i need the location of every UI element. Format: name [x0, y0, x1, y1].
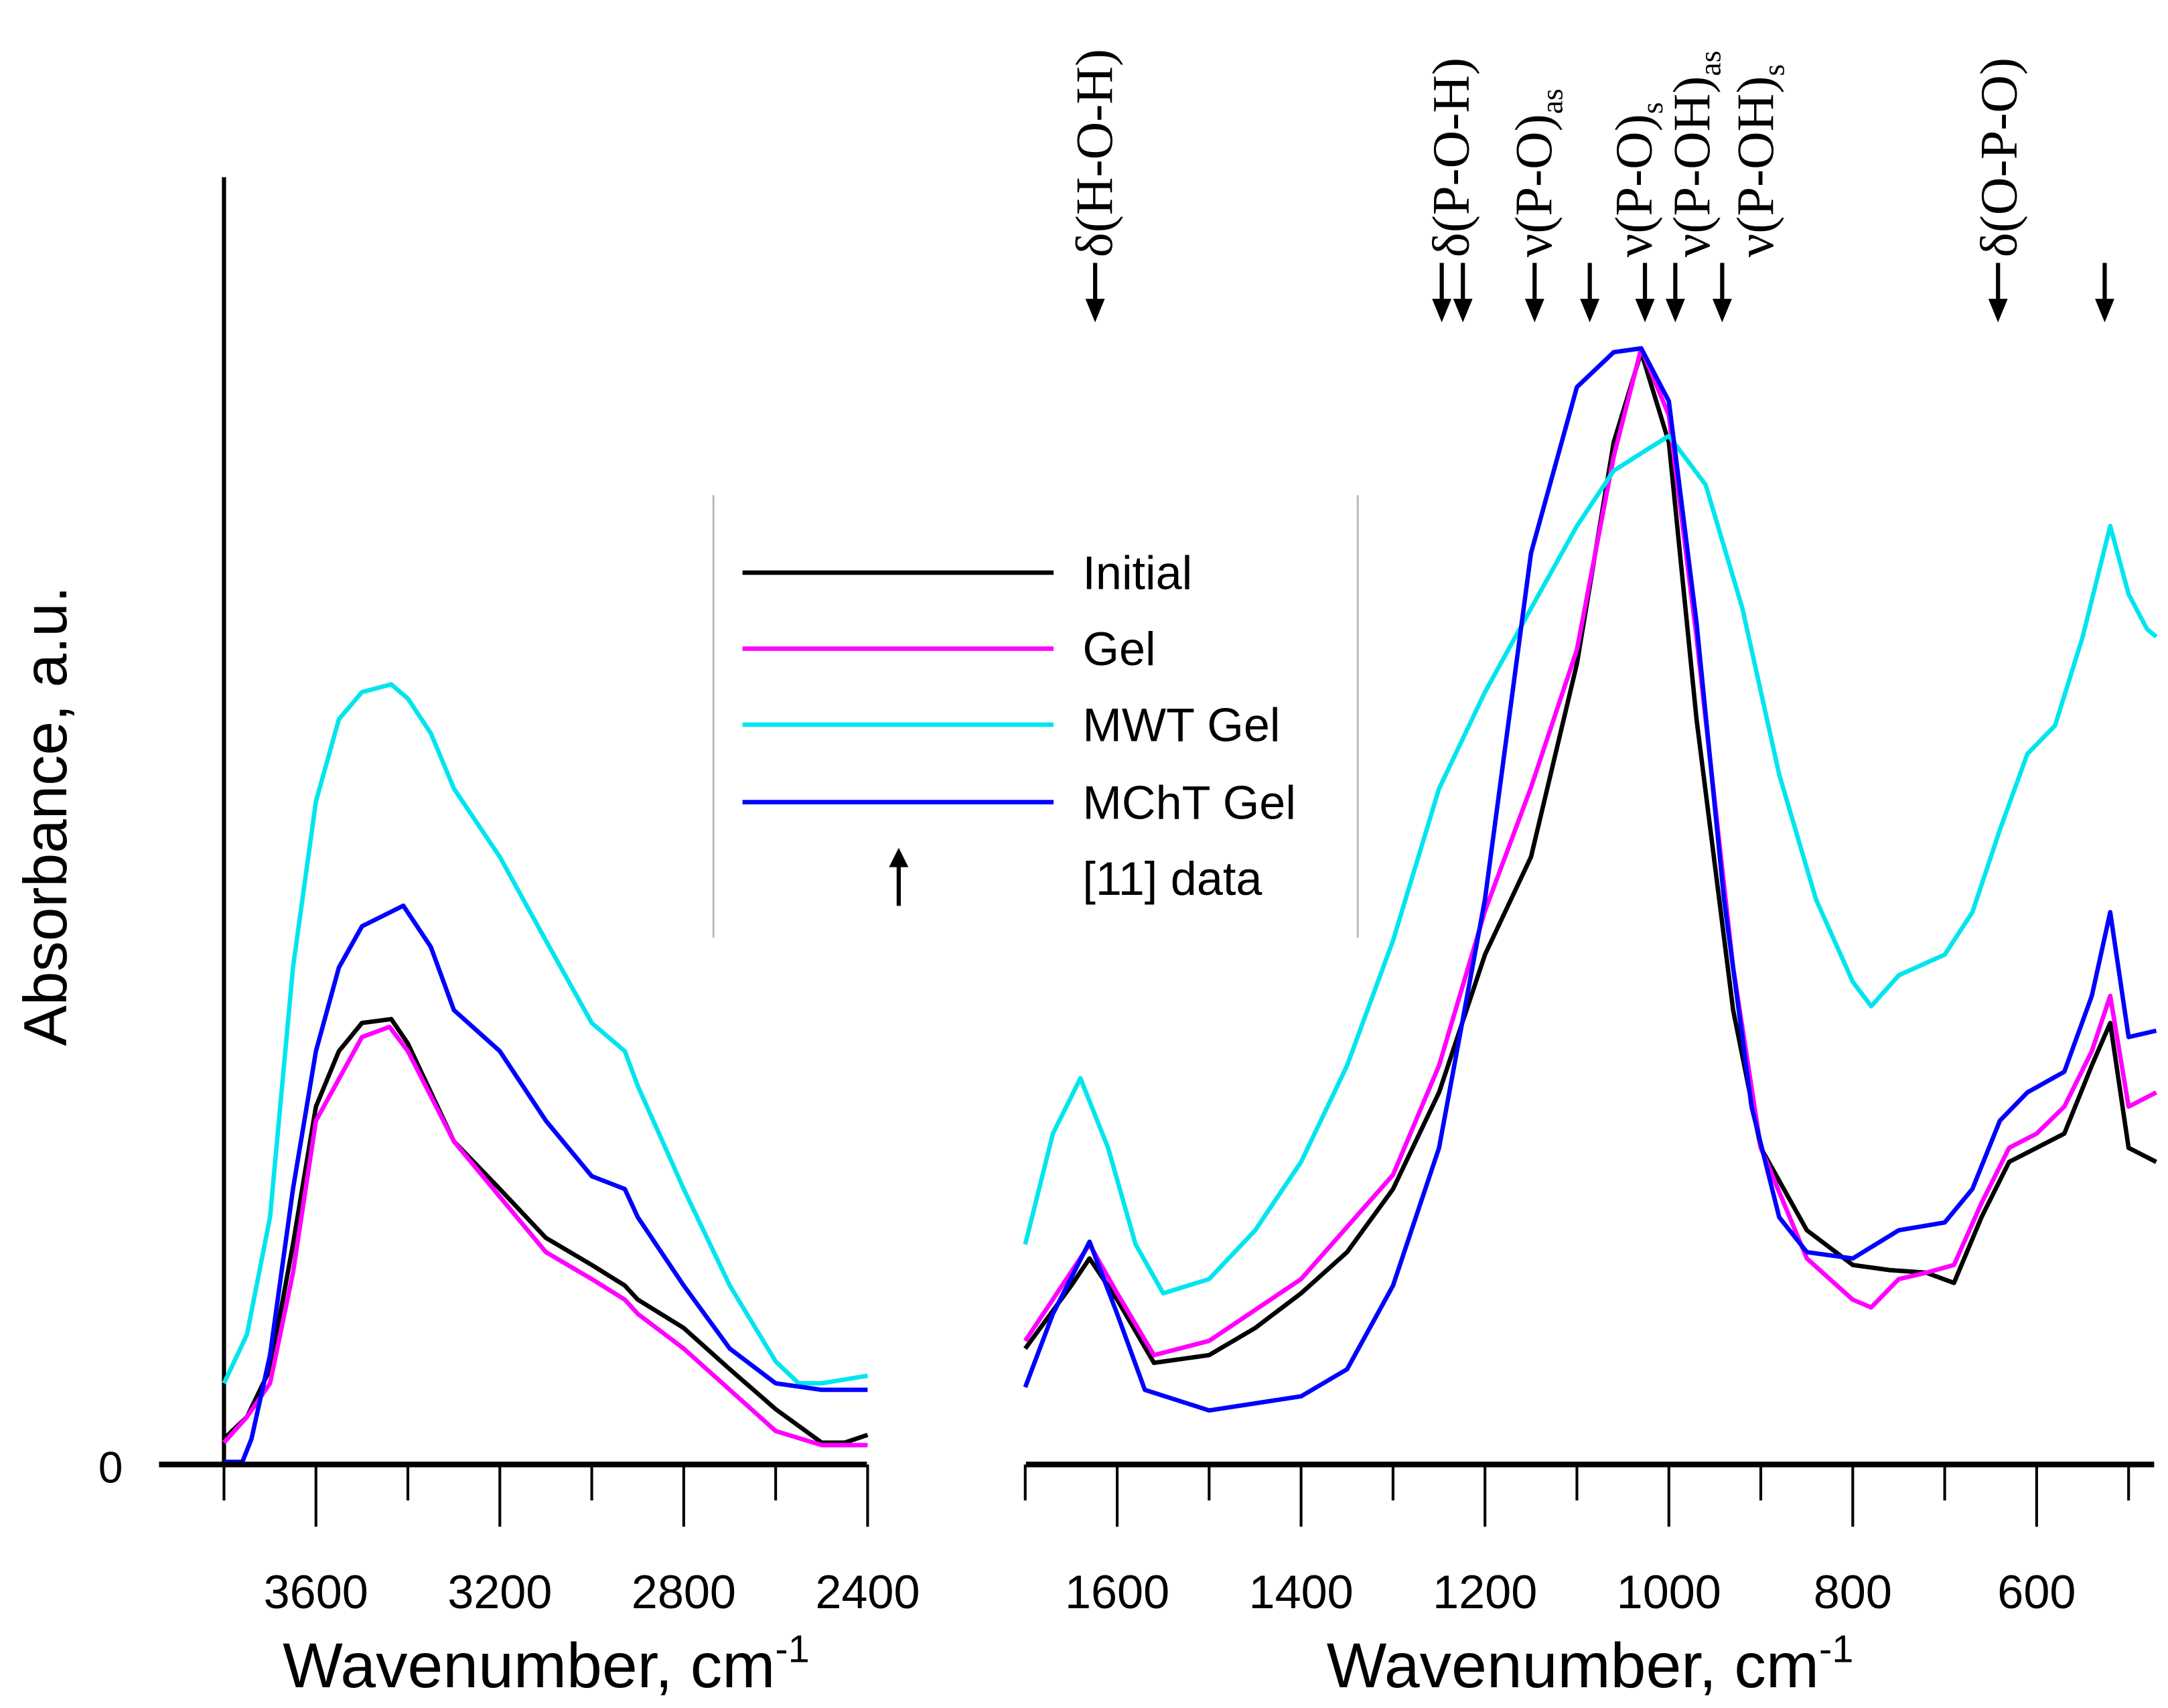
band-assignment-subscript: s	[1757, 64, 1790, 76]
band-assignment-subscript: as	[1694, 51, 1727, 76]
band-assignment-label: δ(P-O-H)	[1422, 58, 1480, 257]
series-line-gel	[222, 1024, 868, 1447]
band-assignment-label: ν(P-OH)as	[1662, 51, 1727, 258]
x-axis-label-superscript: -1	[775, 1628, 809, 1671]
reference-arrow-head-icon	[1988, 299, 2008, 323]
legend-label-initial: Initial	[1082, 547, 1192, 599]
x-tick-label: 1600	[1065, 1565, 1169, 1618]
legend-label-reference-data: [11] data	[1082, 852, 1262, 905]
reference-arrow-head-icon	[1712, 299, 1732, 323]
series-line-mwt-gel	[1023, 433, 2158, 1296]
x-tick-label: 1400	[1249, 1565, 1354, 1618]
reference-arrow-head-icon	[1524, 299, 1544, 323]
reference-arrow-head-icon	[1635, 299, 1655, 323]
series-line-initial	[222, 1017, 869, 1445]
x-axis-label-superscript: -1	[1819, 1628, 1853, 1671]
legend-label-mcht-gel: MChT Gel	[1082, 776, 1296, 829]
band-assignment-label: δ(H-O-H)	[1065, 49, 1123, 257]
series-line-mcht-gel	[224, 903, 868, 1464]
y-tick-label-0: 0	[98, 1442, 123, 1492]
band-assignment-subscript: s	[1636, 102, 1669, 114]
series-line-mwt-gel	[222, 682, 868, 1386]
legend-label-mwt-gel: MWT Gel	[1082, 699, 1280, 752]
reference-arrow-head-icon	[2095, 299, 2114, 323]
reference-arrow-head-icon	[1432, 299, 1452, 323]
series-line-initial	[1023, 350, 2157, 1366]
legend: Initial Gel MWT Gel MChT Gel [11] data	[712, 495, 1359, 938]
legend-label-gel: Gel	[1082, 622, 1155, 675]
x-tick-label: 2800	[632, 1565, 736, 1618]
band-assignment-label: δ(O-P-O)	[1970, 58, 2028, 257]
band-assignment-subscript: as	[1536, 88, 1569, 114]
band-assignment-label: ν(P-O)s	[1605, 102, 1670, 257]
reference-arrow-head-icon	[1665, 299, 1685, 323]
x-tick-label: 3200	[447, 1565, 552, 1618]
x-tick-label: 1200	[1433, 1565, 1537, 1618]
x-tick-label: 1000	[1617, 1565, 1721, 1618]
y-axis-label: Absorbance, a.u.	[12, 586, 80, 1046]
x-tick-label: 800	[1814, 1565, 1892, 1618]
band-assignment-label: ν(P-O)as	[1504, 88, 1569, 257]
reference-arrow-head-icon	[1085, 299, 1105, 323]
reference-arrow-head-icon	[1453, 299, 1473, 323]
x-axis-label: Wavenumber, cm-1	[283, 1628, 810, 1701]
band-assignment-label: ν(P-OH)s	[1726, 64, 1791, 257]
reference-arrow-head-icon	[1580, 299, 1600, 323]
x-tick-label: 3600	[264, 1565, 368, 1618]
x-axis-label: Wavenumber, cm-1	[1327, 1628, 1854, 1701]
panel-low-wavenumber: 1600 1400 1200 1000 800 600 Wavenumber, cm-1	[1023, 346, 2158, 1701]
x-tick-label: 600	[1997, 1565, 2076, 1618]
x-tick-label: 2400	[815, 1565, 920, 1618]
series-line-mcht-gel	[1023, 346, 2157, 1413]
legend-arrow-head-icon	[889, 847, 909, 867]
